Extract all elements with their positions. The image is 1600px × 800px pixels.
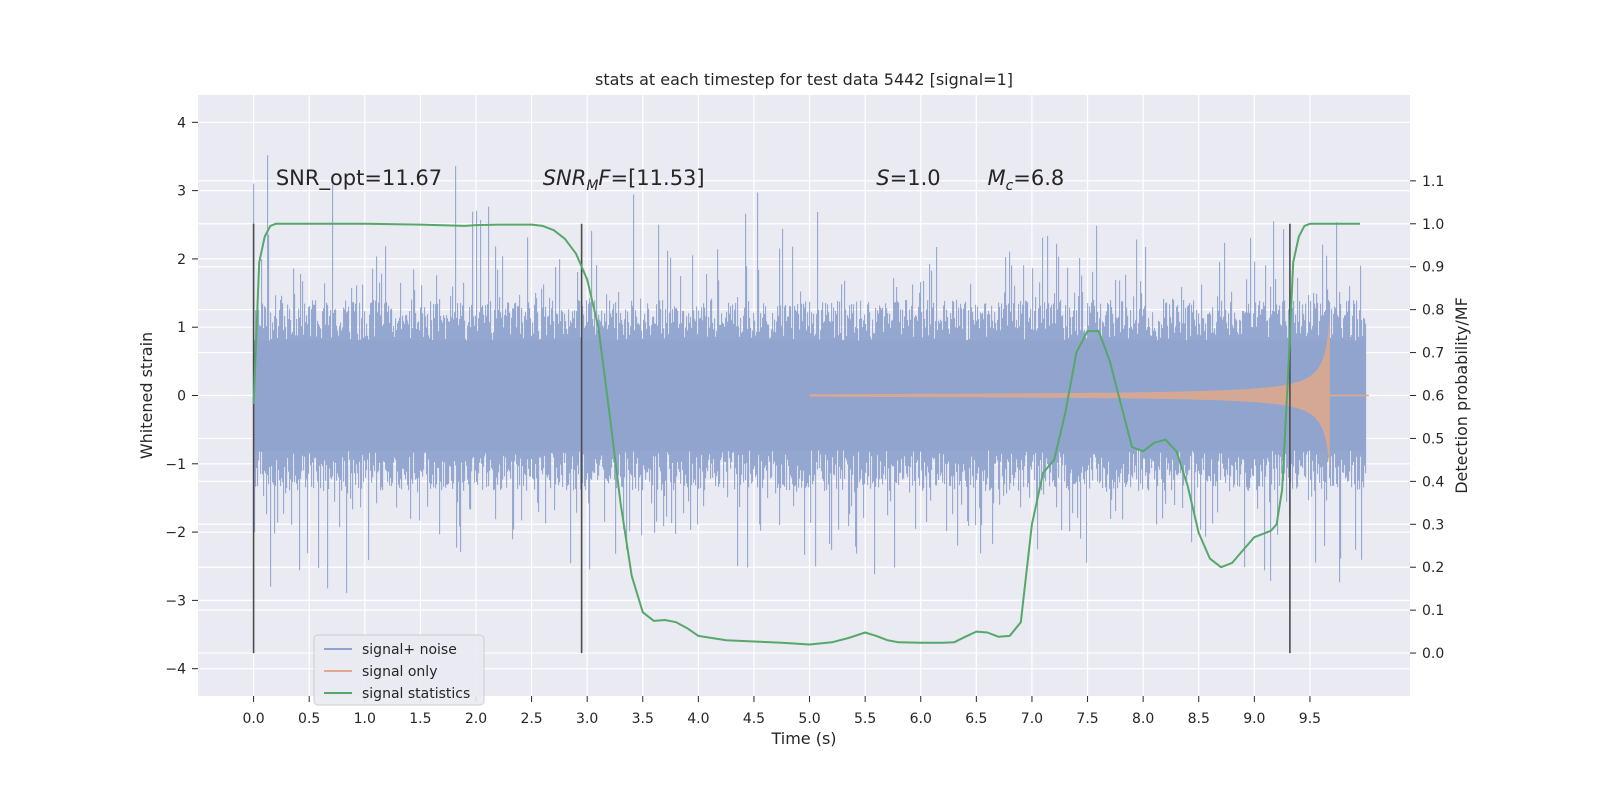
x-tick-label: 5.5 xyxy=(854,711,876,727)
legend-label: signal statistics xyxy=(362,686,470,702)
y2-tick-label: 0.1 xyxy=(1422,603,1444,619)
x-tick-label: 9.0 xyxy=(1243,711,1265,727)
annotation-subscript: c xyxy=(1006,178,1014,194)
x-tick-label: 3.5 xyxy=(632,711,654,727)
stat-line xyxy=(252,222,1360,646)
y2-tick-label: 0.5 xyxy=(1422,431,1444,447)
y2-tick-label: 1.0 xyxy=(1422,217,1444,233)
x-tick-label: 4.0 xyxy=(687,711,709,727)
x-tick-label: 8.5 xyxy=(1188,711,1210,727)
y2-tick-label: 0.8 xyxy=(1422,303,1444,319)
x-tick-label: 8.0 xyxy=(1132,711,1154,727)
annotation-suffix-rest: =[11.53] xyxy=(611,166,705,190)
x-axis-ticks: 0.0 0.5 1.0 1.5 2.0 2.5 3.0 3.5 4.0 4.5 5.0 5.5 6.0 6… xyxy=(242,696,1321,727)
x-tick-label: 6.0 xyxy=(910,711,932,727)
x-tick-label: 1.5 xyxy=(409,711,431,727)
annotation-subscript: M xyxy=(586,178,598,194)
annotation-mc-val: Mc=6.8 xyxy=(987,166,1064,194)
y-tick-label: 1 xyxy=(177,320,186,336)
x-tick-label: 9.5 xyxy=(1299,711,1321,727)
y2-tick-label: 0.6 xyxy=(1422,389,1444,405)
x-tick-label: 5.0 xyxy=(798,711,820,727)
y2-tick-label: 0.2 xyxy=(1422,560,1444,576)
y-tick-label: 3 xyxy=(177,184,186,200)
annotation-snr-mf: SNRMF=[11.53] xyxy=(543,166,705,194)
x-tick-label: 4.5 xyxy=(743,711,765,727)
annotation-suffix: =1.0 xyxy=(890,166,941,190)
y2-tick-label: 0.3 xyxy=(1422,517,1444,533)
x-tick-label: 0.5 xyxy=(298,711,320,727)
annotation-snr-opt: SNR_opt=11.67 xyxy=(276,166,442,191)
y-tick-label: 2 xyxy=(177,252,186,268)
x-tick-label: 2.5 xyxy=(520,711,542,727)
y-tick-label: −3 xyxy=(165,593,186,609)
y-axis-label: Whitened strain xyxy=(137,332,156,459)
y2-tick-label: 0.9 xyxy=(1422,260,1444,276)
x-tick-label: 2.0 xyxy=(465,711,487,727)
annotation-prefix: SNR_opt=11.67 xyxy=(276,166,442,191)
y2-tick-label: 0.4 xyxy=(1422,474,1444,490)
y2-tick-label: 0.7 xyxy=(1422,346,1444,362)
chart-title: stats at each timestep for test data 544… xyxy=(595,70,1013,89)
y2-axis-ticks: 0.0 0.1 0.2 0.3 0.4 0.5 0.6 0.7 0.8 0.9 1.0 1.1 xyxy=(1410,174,1444,662)
y-axis-ticks: 4 3 2 1 0 −1 −2 −3 −4 xyxy=(165,115,198,678)
annotation-prefix: SNR xyxy=(543,166,587,190)
annotation-suffix: F xyxy=(598,166,611,190)
y-tick-label: 4 xyxy=(177,115,186,131)
y-tick-label: −2 xyxy=(165,525,186,541)
legend-label: signal+ noise xyxy=(362,642,457,658)
x-tick-label: 6.5 xyxy=(965,711,987,727)
x-tick-label: 7.5 xyxy=(1076,711,1098,727)
y-tick-label: −1 xyxy=(165,457,186,473)
y2-tick-label: 0.0 xyxy=(1422,646,1444,662)
annotation-prefix: S xyxy=(876,166,889,190)
x-tick-label: 3.0 xyxy=(576,711,598,727)
annotation-suffix: =6.8 xyxy=(1013,166,1064,190)
series-signal-only xyxy=(809,313,1369,498)
y-tick-label: 0 xyxy=(177,389,186,405)
y2-tick-label: 1.1 xyxy=(1422,174,1444,190)
y2-axis-label: Detection probability/MF xyxy=(1452,297,1471,494)
vertical-markers xyxy=(252,223,1291,654)
legend-label: signal only xyxy=(362,664,437,680)
legend-box xyxy=(313,634,485,706)
annotation-s-val: S=1.0 xyxy=(876,166,940,190)
annotations: SNR_opt=11.67 SNRMF=[11.53] S=1.0 Mc=6.8 xyxy=(276,166,1064,194)
x-tick-label: 0.0 xyxy=(242,711,264,727)
y-tick-label: −4 xyxy=(165,662,186,678)
annotation-prefix: M xyxy=(987,166,1005,190)
legend: signal+ noise signal only signal statistic… xyxy=(313,634,485,706)
x-tick-label: 1.0 xyxy=(354,711,376,727)
x-axis-label: Time (s) xyxy=(770,729,836,748)
series-signal-statistics xyxy=(252,222,1360,646)
x-tick-label: 7.0 xyxy=(1021,711,1043,727)
